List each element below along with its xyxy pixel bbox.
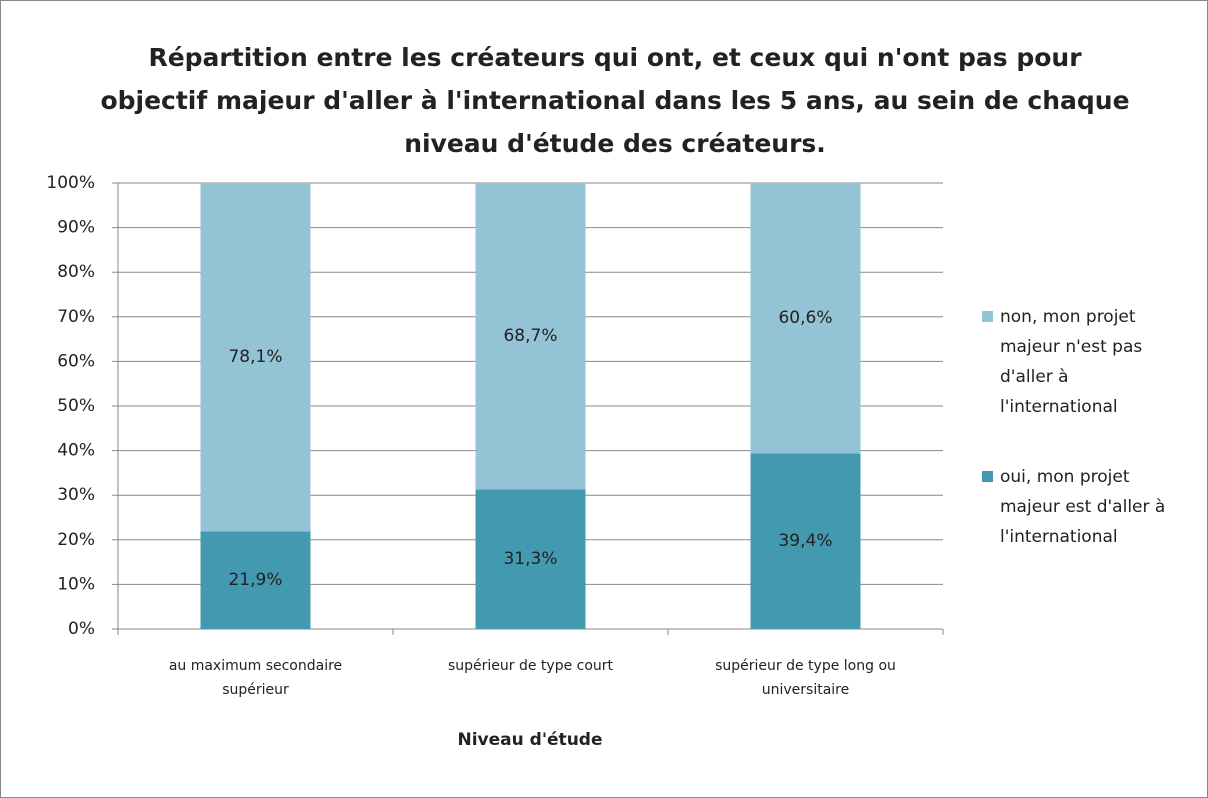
y-tick-label: 20%: [57, 530, 95, 550]
data-label: 21,9%: [228, 570, 282, 590]
y-tick-label: 50%: [57, 396, 95, 416]
y-tick-label: 30%: [57, 485, 95, 505]
data-label: 39,4%: [778, 531, 832, 551]
legend-label: non, mon projet majeur n'est pas d'aller…: [1000, 307, 1143, 417]
x-tick-label: au maximum secondaire supérieur: [168, 658, 343, 698]
x-tick-label: supérieur de type court: [447, 658, 614, 674]
chart-title: Répartition entre les créateurs qui ont,…: [100, 43, 1130, 158]
x-axis-label: Niveau d'étude: [457, 730, 603, 750]
y-tick-label: 0%: [68, 619, 95, 639]
data-label: 68,7%: [503, 326, 557, 346]
y-tick-label: 80%: [57, 262, 95, 282]
y-tick-label: 40%: [57, 441, 95, 461]
y-tick-label: 100%: [46, 173, 95, 193]
x-tick-label: supérieur de type long ou universitaire: [715, 658, 896, 698]
data-label: 31,3%: [503, 549, 557, 569]
bar-segment: [750, 453, 861, 629]
bar-segment: [475, 489, 586, 629]
legend-swatch: [982, 311, 993, 322]
y-tick-label: 60%: [57, 351, 95, 371]
data-label: 60,6%: [778, 308, 832, 328]
y-tick-label: 90%: [57, 218, 95, 238]
y-tick-label: 70%: [57, 307, 95, 327]
data-label: 78,1%: [228, 347, 282, 367]
bar-segment: [200, 183, 311, 532]
legend-label: oui, mon projet majeur est d'aller à l'i…: [1000, 467, 1166, 547]
legend-swatch: [982, 471, 993, 482]
y-tick-label: 10%: [57, 574, 95, 594]
bar-segment: [750, 183, 861, 454]
bar-segment: [475, 183, 586, 490]
bar-segment: [200, 531, 311, 629]
